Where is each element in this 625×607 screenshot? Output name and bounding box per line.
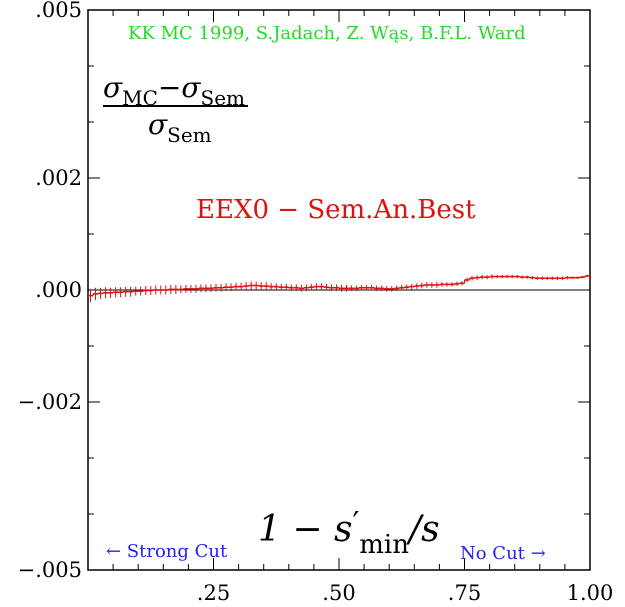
- y-axis-label: σMC−σSem σSem: [103, 71, 248, 147]
- x-tick-label: .50: [322, 581, 355, 605]
- series-label: EEX0 − Sem.An.Best: [196, 195, 476, 225]
- x-axis-label: 1 − s′min/s: [258, 506, 440, 560]
- axis-ticks: .005 .002 .000 −.002 −.005 .25 .50 .75 1.00: [18, 0, 614, 605]
- note-strong-cut: ← Strong Cut: [106, 541, 228, 562]
- x-tick-label: .75: [448, 581, 481, 605]
- y-tick-label: .000: [35, 278, 82, 302]
- ylabel-numerator: σMC−σSem: [103, 71, 245, 110]
- y-tick-label: −.005: [18, 558, 82, 582]
- series-eex0: [88, 274, 590, 303]
- credit-text: KK MC 1999, S.Jadach, Z. Wąs, B.F.L. War…: [128, 23, 526, 44]
- y-tick-label: −.002: [18, 390, 82, 414]
- y-tick-label: .002: [35, 166, 82, 190]
- note-no-cut: No Cut →: [460, 543, 546, 564]
- ylabel-denominator: σSem: [148, 108, 212, 147]
- y-tick-label: .005: [35, 0, 82, 22]
- x-tick-label: 1.00: [567, 581, 614, 605]
- x-tick-label: .25: [197, 581, 230, 605]
